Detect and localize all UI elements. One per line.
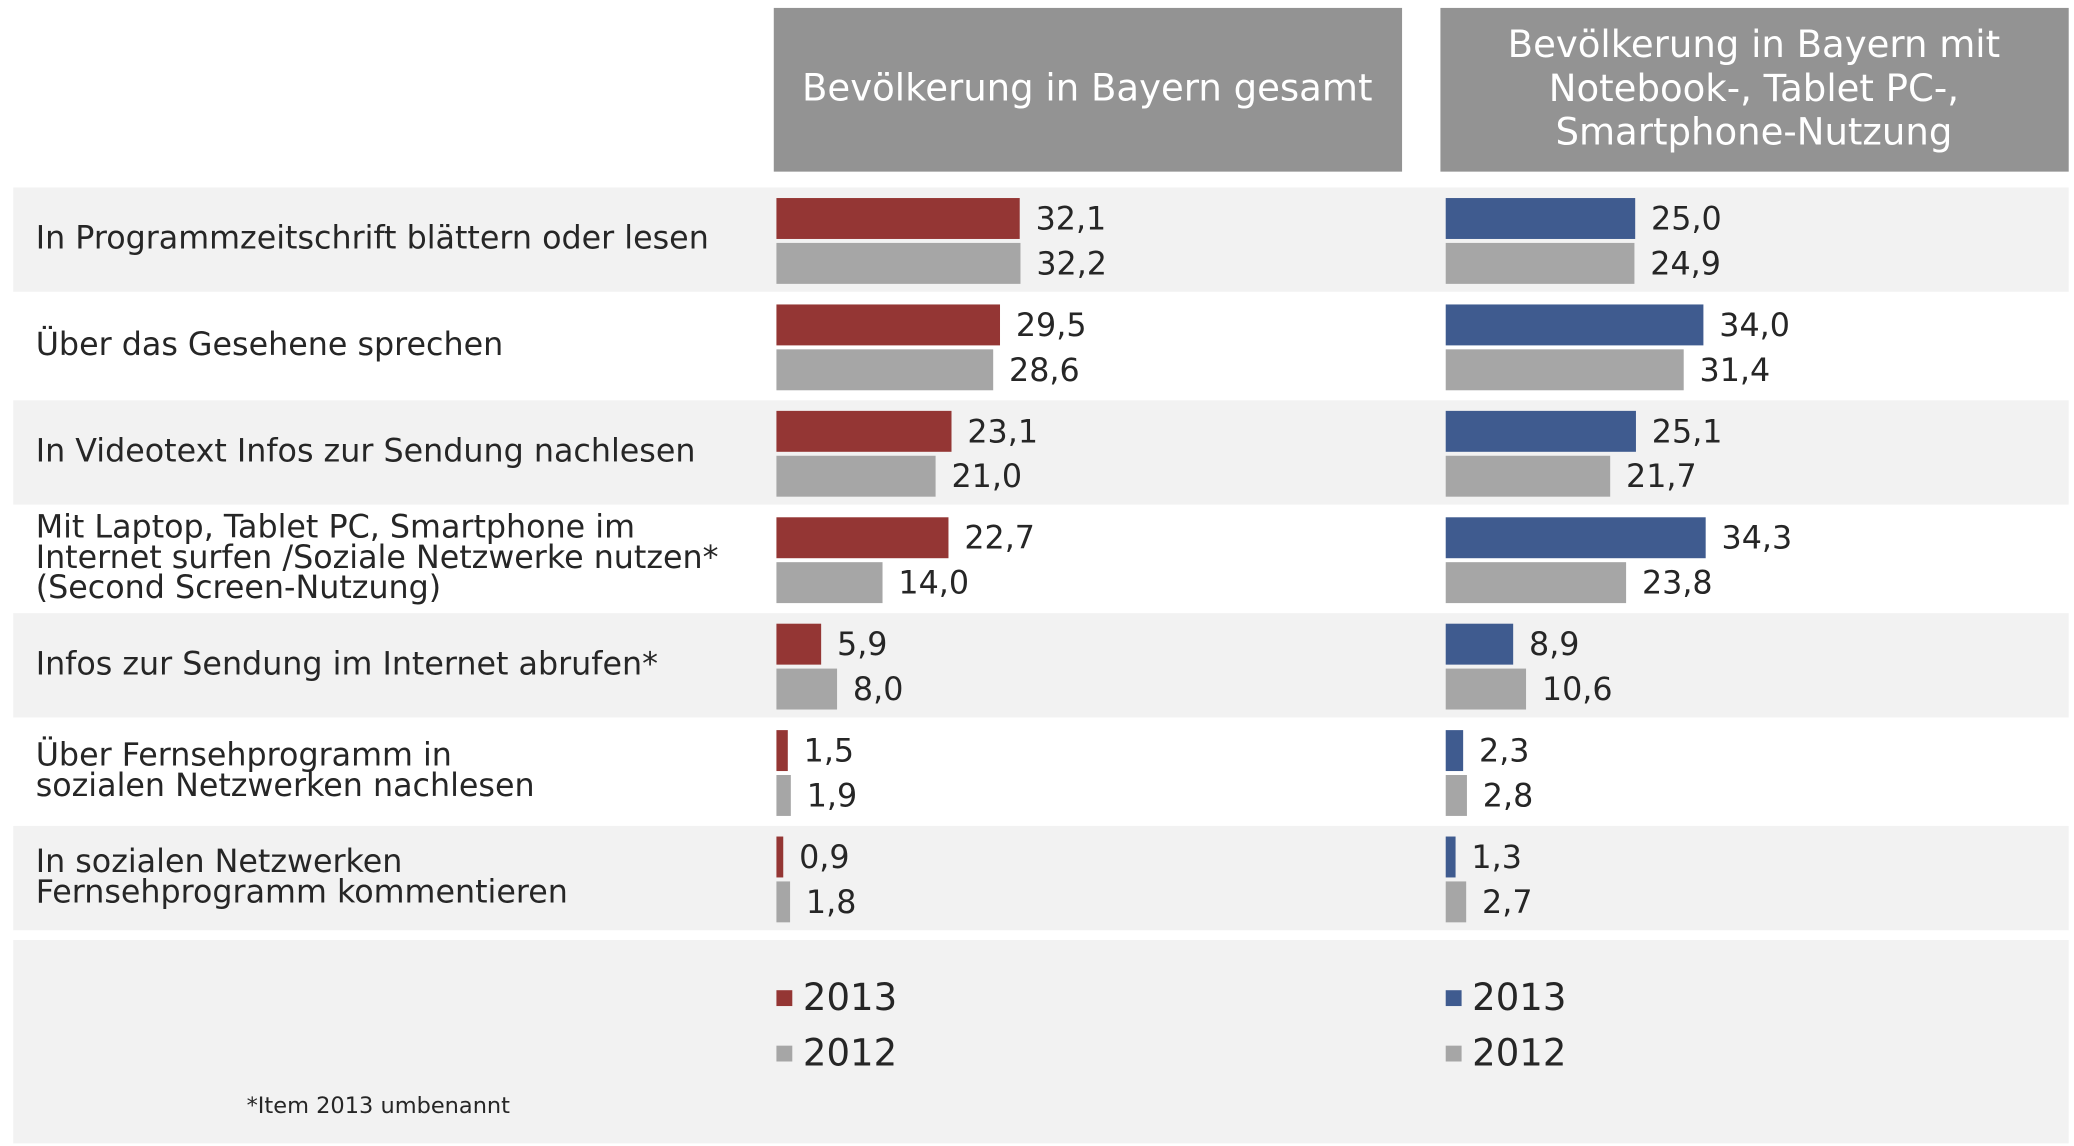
legend-swatch xyxy=(1445,1045,1462,1062)
bar xyxy=(1445,349,1684,391)
category-label: Mit Laptop, Tablet PC, Smartphone im Inte… xyxy=(36,510,719,607)
bar xyxy=(1445,562,1627,604)
value-label: 21,0 xyxy=(951,459,1022,495)
panel-title: Bevölkerung in Bayern gesamt xyxy=(802,66,1372,109)
value-label: 8,0 xyxy=(853,672,903,708)
value-label: 1,9 xyxy=(807,778,857,814)
bar xyxy=(776,562,883,604)
row-background xyxy=(13,719,2069,824)
value-label: 23,1 xyxy=(967,414,1038,450)
bar xyxy=(776,836,784,878)
bar xyxy=(776,668,838,710)
bar xyxy=(776,623,822,665)
legend-area xyxy=(13,940,2069,1144)
bar xyxy=(1445,730,1464,772)
bar xyxy=(1445,623,1514,665)
value-label: 1,5 xyxy=(804,734,854,770)
bar xyxy=(776,517,949,559)
panel-header xyxy=(1440,7,2069,172)
bar xyxy=(1445,517,1706,559)
bar xyxy=(1445,410,1636,452)
row-background xyxy=(13,506,2069,612)
category-label: In Programmzeitschrift blättern oder les… xyxy=(36,221,709,257)
bar xyxy=(776,304,1001,346)
row-background xyxy=(13,825,2069,931)
value-label: 34,0 xyxy=(1719,308,1790,344)
value-label: 25,1 xyxy=(1652,414,1723,450)
bar xyxy=(776,198,1020,239)
value-label: 22,7 xyxy=(964,521,1035,557)
value-label: 1,3 xyxy=(1471,840,1521,876)
category-label: In sozialen Netzwerken Fernsehprogramm ko… xyxy=(36,844,568,910)
legend-swatch xyxy=(776,990,793,1007)
bar xyxy=(1445,304,1704,346)
value-label: 8,9 xyxy=(1529,627,1579,663)
legend-label: 2013 xyxy=(1472,976,1566,1019)
row-background xyxy=(13,293,2069,399)
bar xyxy=(776,349,994,391)
value-label: 21,7 xyxy=(1626,459,1697,495)
value-label: 1,8 xyxy=(806,885,856,921)
category-label: In Videotext Infos zur Sendung nachlesen xyxy=(36,433,696,469)
bar xyxy=(1445,881,1467,923)
value-label: 29,5 xyxy=(1016,308,1087,344)
legend-swatch xyxy=(776,1045,793,1062)
value-label: 2,8 xyxy=(1483,778,1533,814)
row-background xyxy=(13,613,2069,718)
row-background xyxy=(13,400,2069,505)
bar xyxy=(776,881,791,923)
bar xyxy=(776,242,1021,284)
value-label: 5,9 xyxy=(837,627,887,663)
legend-label: 2012 xyxy=(803,1031,897,1074)
legend-label: 2013 xyxy=(803,976,897,1019)
value-label: 28,6 xyxy=(1009,353,1080,389)
bar xyxy=(1445,242,1635,284)
bar xyxy=(1445,455,1611,497)
bar xyxy=(1445,198,1636,239)
footnote: *Item 2013 umbenannt xyxy=(247,1093,511,1119)
value-label: 24,9 xyxy=(1650,246,1721,282)
bar xyxy=(776,730,788,772)
value-label: 2,3 xyxy=(1479,734,1529,770)
category-label: Über das Gesehene sprechen xyxy=(36,325,504,363)
bar xyxy=(776,775,791,816)
bar xyxy=(776,410,952,452)
value-label: 2,7 xyxy=(1482,885,1532,921)
legend-label: 2012 xyxy=(1472,1031,1566,1074)
bar xyxy=(1445,775,1467,816)
panel-title: Bevölkerung in Bayern mit Notebook-, Tabl… xyxy=(1508,23,2000,153)
bar xyxy=(1445,668,1527,710)
value-label: 10,6 xyxy=(1542,672,1613,708)
category-label: Über Fernsehprogramm in sozialen Netzwerk… xyxy=(36,736,535,804)
value-label: 14,0 xyxy=(898,566,969,602)
bar xyxy=(776,455,936,497)
panel-header xyxy=(773,7,1403,172)
legend-swatch xyxy=(1445,990,1462,1007)
value-label: 23,8 xyxy=(1642,566,1713,602)
value-label: 32,2 xyxy=(1036,246,1107,282)
category-label: Infos zur Sendung im Internet abrufen* xyxy=(36,646,658,682)
bar xyxy=(1445,836,1456,878)
row-background xyxy=(13,187,2069,292)
value-label: 31,4 xyxy=(1700,353,1771,389)
value-label: 32,1 xyxy=(1036,202,1107,238)
value-label: 34,3 xyxy=(1722,521,1793,557)
value-label: 25,0 xyxy=(1651,202,1722,238)
value-label: 0,9 xyxy=(799,840,849,876)
